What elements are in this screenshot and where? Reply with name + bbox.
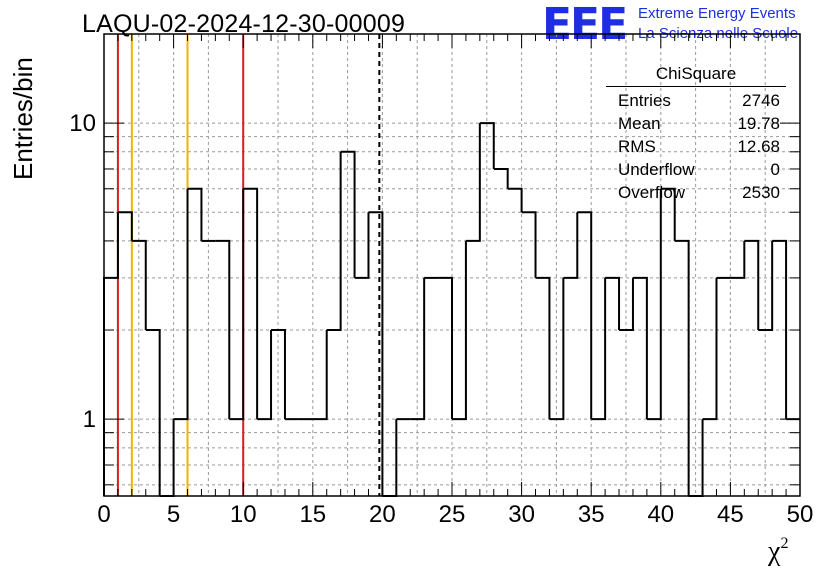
stats-row-underflow: Underflow 0 <box>612 158 780 181</box>
stats-divider <box>606 86 786 87</box>
histogram-bin <box>744 239 760 331</box>
stats-title: ChiSquare <box>655 64 737 83</box>
histogram-bin <box>563 212 579 279</box>
histogram-bin <box>354 212 370 279</box>
histogram-bin <box>271 329 286 420</box>
histogram-bin <box>131 239 147 331</box>
histogram-bin <box>312 330 328 421</box>
histogram-bin <box>340 150 356 278</box>
stats-row-entries: Entries 2746 <box>612 89 780 112</box>
histogram-bin <box>730 240 746 279</box>
histogram-bin <box>187 187 203 241</box>
x-tick-label: 15 <box>299 501 326 528</box>
histogram-bin <box>117 211 133 241</box>
y-tick-label: 10 <box>69 110 96 137</box>
histogram-bin <box>577 211 593 420</box>
stats-label: Entries <box>618 91 671 110</box>
x-tick-label: 40 <box>647 501 674 528</box>
histogram-bin <box>632 276 648 420</box>
x-tick-label: 50 <box>787 501 814 528</box>
stats-label: Mean <box>618 114 661 133</box>
histogram-bin <box>438 276 453 420</box>
histogram-bin <box>702 277 718 421</box>
histogram-bin <box>549 277 565 421</box>
x-tick-label: 20 <box>369 501 396 528</box>
stats-value: 12.68 <box>737 137 780 156</box>
histogram-bin <box>758 240 774 332</box>
stats-value: 0 <box>770 160 780 179</box>
stats-row-mean: Mean 19.78 <box>612 112 780 135</box>
stats-label: Overflow <box>618 183 686 202</box>
histogram-bin <box>507 187 523 213</box>
histogram-bin <box>229 188 245 421</box>
histogram-bin <box>326 151 342 332</box>
x-tick-label: 0 <box>97 501 110 528</box>
stats-row-overflow: Overflow 2530 <box>612 181 780 204</box>
histogram-bin <box>215 239 231 420</box>
histogram-bin <box>674 239 690 496</box>
histogram-bin <box>103 212 119 496</box>
x-axis-label-symbol: χ <box>768 536 781 567</box>
histogram-bin <box>591 277 607 421</box>
x-tick-label: 5 <box>167 501 180 528</box>
histogram-bin <box>173 188 189 421</box>
histogram-bin <box>243 187 259 420</box>
stats-box: ChiSquare Entries 2746 Mean 19.78 RMS 12.68… <box>606 64 786 204</box>
x-tick-label: 25 <box>439 501 466 528</box>
histogram-bin <box>465 123 481 242</box>
logo-line-1: Extreme Energy Events <box>638 5 796 22</box>
stats-value: 2746 <box>742 91 780 110</box>
histogram-bin <box>619 277 634 332</box>
x-tick-label: 35 <box>578 501 605 528</box>
stats-label: RMS <box>618 137 656 156</box>
x-tick-label: 45 <box>717 501 744 528</box>
stats-label: Underflow <box>618 160 695 179</box>
y-tick-label: 1 <box>83 406 96 433</box>
histogram-bin <box>368 211 384 496</box>
histogram-bin <box>772 239 788 420</box>
stats-row-rms: RMS 12.68 <box>612 135 780 158</box>
histogram-bin <box>479 122 495 169</box>
x-axis-label: χ2 <box>768 535 788 568</box>
x-tick-label: 10 <box>230 501 257 528</box>
histogram-bin <box>493 167 509 189</box>
histogram-bin <box>521 211 537 278</box>
histogram-bin <box>452 240 467 421</box>
logo-mark: EEE <box>542 0 628 50</box>
histogram-bin <box>605 276 621 331</box>
stats-value: 2530 <box>742 183 780 202</box>
histogram-bin <box>257 330 273 421</box>
x-tick-label: 30 <box>508 501 535 528</box>
histogram-bin <box>535 276 551 420</box>
histogram-bin <box>660 187 676 241</box>
histogram-bin <box>145 329 161 496</box>
eee-logo: EEE Extreme Energy Events La Scienza nel… <box>542 1 832 47</box>
x-axis-label-superscript: 2 <box>780 535 789 552</box>
stats-value: 19.78 <box>737 114 780 133</box>
histogram-bin <box>410 277 426 421</box>
histogram-bin <box>646 188 662 421</box>
